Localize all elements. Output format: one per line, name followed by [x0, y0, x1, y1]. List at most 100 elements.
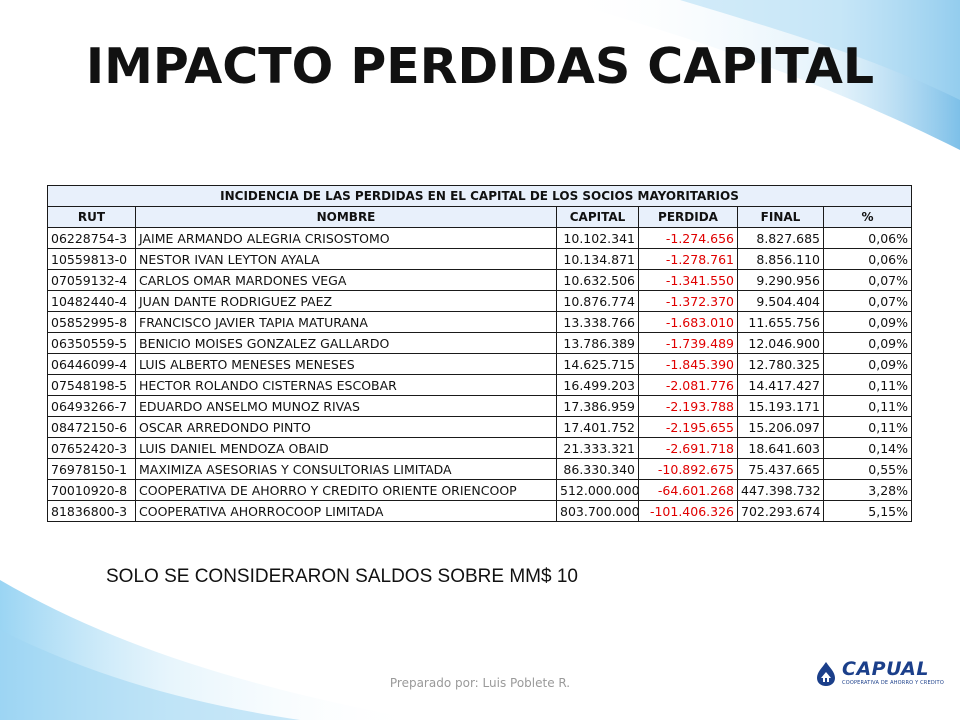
table-row: 07548198-5 HECTOR ROLANDO CISTERNAS ESCOB…: [47, 374, 912, 396]
cell-perdida: -1.683.010: [638, 311, 738, 333]
cell-perdida: -2.195.655: [638, 416, 738, 438]
table-row: 76978150-1 MAXIMIZA ASESORIAS Y CONSULTOR…: [47, 458, 912, 480]
cell-percent: 3,28%: [823, 479, 912, 501]
cell-rut: 06446099-4: [47, 353, 136, 375]
cell-nombre: JAIME ARMANDO ALEGRIA CRISOSTOMO: [135, 227, 557, 249]
cell-percent: 0,11%: [823, 374, 912, 396]
cell-capital: 86.330.340: [556, 458, 639, 480]
table-row: 07652420-3 LUIS DANIEL MENDOZA OBAID 21.33…: [47, 437, 912, 459]
cell-final: 18.641.603: [737, 437, 824, 459]
cell-nombre: JUAN DANTE RODRIGUEZ PAEZ: [135, 290, 557, 312]
cell-percent: 0,55%: [823, 458, 912, 480]
cell-capital: 13.338.766: [556, 311, 639, 333]
cell-capital: 10.102.341: [556, 227, 639, 249]
cell-perdida: -1.278.761: [638, 248, 738, 270]
cell-final: 9.504.404: [737, 290, 824, 312]
cell-capital: 10.876.774: [556, 290, 639, 312]
cell-capital: 21.333.321: [556, 437, 639, 459]
table-row: 10559813-0 NESTOR IVAN LEYTON AYALA 10.134…: [47, 248, 912, 270]
table-row: 81836800-3 COOPERATIVA AHORROCOOP LIMITAD…: [47, 500, 912, 522]
cell-perdida: -64.601.268: [638, 479, 738, 501]
cell-rut: 07652420-3: [47, 437, 136, 459]
cell-final: 702.293.674: [737, 500, 824, 522]
cell-nombre: COOPERATIVA AHORROCOOP LIMITADA: [135, 500, 557, 522]
table-row: 06350559-5 BENICIO MOISES GONZALEZ GALLAR…: [47, 332, 912, 354]
cell-final: 75.437.665: [737, 458, 824, 480]
cell-rut: 08472150-6: [47, 416, 136, 438]
cell-capital: 16.499.203: [556, 374, 639, 396]
cell-percent: 0,07%: [823, 269, 912, 291]
cell-nombre: HECTOR ROLANDO CISTERNAS ESCOBAR: [135, 374, 557, 396]
cell-percent: 0,14%: [823, 437, 912, 459]
cell-nombre: OSCAR ARREDONDO PINTO: [135, 416, 557, 438]
cell-nombre: NESTOR IVAN LEYTON AYALA: [135, 248, 557, 270]
table-row: 06493266-7 EDUARDO ANSELMO MUNOZ RIVAS 17.…: [47, 395, 912, 417]
cell-final: 14.417.427: [737, 374, 824, 396]
cell-rut: 81836800-3: [47, 500, 136, 522]
cell-percent: 0,09%: [823, 311, 912, 333]
cell-capital: 17.386.959: [556, 395, 639, 417]
cell-capital: 10.134.871: [556, 248, 639, 270]
table-row: 06446099-4 LUIS ALBERTO MENESES MENESES 14…: [47, 353, 912, 375]
cell-final: 12.046.900: [737, 332, 824, 354]
cell-perdida: -101.406.326: [638, 500, 738, 522]
cell-final: 15.206.097: [737, 416, 824, 438]
cell-rut: 06493266-7: [47, 395, 136, 417]
cell-capital: 13.786.389: [556, 332, 639, 354]
cell-capital: 512.000.000: [556, 479, 639, 501]
cell-percent: 0,06%: [823, 248, 912, 270]
capual-logo: CAPUAL COOPERATIVA DE AHORRO Y CREDITO: [812, 658, 944, 692]
table-title-row: INCIDENCIA DE LAS PERDIDAS EN EL CAPITAL…: [47, 185, 912, 207]
cell-final: 11.655.756: [737, 311, 824, 333]
cell-rut: 07548198-5: [47, 374, 136, 396]
table-row: 06228754-3 JAIME ARMANDO ALEGRIA CRISOSTO…: [47, 227, 912, 249]
cell-rut: 70010920-8: [47, 479, 136, 501]
table-header-row: RUT NOMBRE CAPITAL PERDIDA FINAL %: [47, 206, 912, 228]
table-row: 08472150-6 OSCAR ARREDONDO PINTO 17.401.75…: [47, 416, 912, 438]
cell-final: 447.398.732: [737, 479, 824, 501]
cell-capital: 14.625.715: [556, 353, 639, 375]
cell-percent: 0,06%: [823, 227, 912, 249]
cell-rut: 05852995-8: [47, 311, 136, 333]
cell-final: 8.856.110: [737, 248, 824, 270]
cell-rut: 76978150-1: [47, 458, 136, 480]
cell-perdida: -1.372.370: [638, 290, 738, 312]
logo-tagline: COOPERATIVA DE AHORRO Y CREDITO: [842, 680, 944, 686]
table-row: 10482440-4 JUAN DANTE RODRIGUEZ PAEZ 10.87…: [47, 290, 912, 312]
column-header-rut: RUT: [47, 206, 136, 228]
column-header-perdida: PERDIDA: [638, 206, 738, 228]
cell-percent: 0,09%: [823, 353, 912, 375]
cell-rut: 07059132-4: [47, 269, 136, 291]
column-header-capital: CAPITAL: [556, 206, 639, 228]
cell-perdida: -2.081.776: [638, 374, 738, 396]
cell-percent: 0,11%: [823, 395, 912, 417]
cell-percent: 0,11%: [823, 416, 912, 438]
capual-logo-icon: [817, 662, 835, 686]
cell-perdida: -2.193.788: [638, 395, 738, 417]
cell-capital: 17.401.752: [556, 416, 639, 438]
table-row: 05852995-8 FRANCISCO JAVIER TAPIA MATURAN…: [47, 311, 912, 333]
cell-percent: 0,07%: [823, 290, 912, 312]
cell-final: 12.780.325: [737, 353, 824, 375]
cell-nombre: BENICIO MOISES GONZALEZ GALLARDO: [135, 332, 557, 354]
cell-perdida: -10.892.675: [638, 458, 738, 480]
footer-credit: Preparado por: Luis Poblete R.: [389, 676, 571, 690]
cell-percent: 0,09%: [823, 332, 912, 354]
cell-nombre: COOPERATIVA DE AHORRO Y CREDITO ORIENTE …: [135, 479, 557, 501]
cell-final: 9.290.956: [737, 269, 824, 291]
cell-perdida: -1.845.390: [638, 353, 738, 375]
capital-loss-table: INCIDENCIA DE LAS PERDIDAS EN EL CAPITAL…: [47, 185, 912, 522]
column-header-nombre: NOMBRE: [135, 206, 557, 228]
logo-wordmark: CAPUAL: [842, 658, 929, 680]
table-row: 07059132-4 CARLOS OMAR MARDONES VEGA 10.63…: [47, 269, 912, 291]
table-row: 70010920-8 COOPERATIVA DE AHORRO Y CREDIT…: [47, 479, 912, 501]
cell-perdida: -1.274.656: [638, 227, 738, 249]
cell-nombre: EDUARDO ANSELMO MUNOZ RIVAS: [135, 395, 557, 417]
cell-rut: 06350559-5: [47, 332, 136, 354]
cell-perdida: -1.739.489: [638, 332, 738, 354]
cell-capital: 803.700.000: [556, 500, 639, 522]
cell-perdida: -1.341.550: [638, 269, 738, 291]
note-text: SOLO SE CONSIDERARON SALDOS SOBRE MM$ 10: [106, 566, 578, 587]
cell-nombre: FRANCISCO JAVIER TAPIA MATURANA: [135, 311, 557, 333]
slide-title: IMPACTO PERDIDAS CAPITAL: [85, 38, 875, 95]
